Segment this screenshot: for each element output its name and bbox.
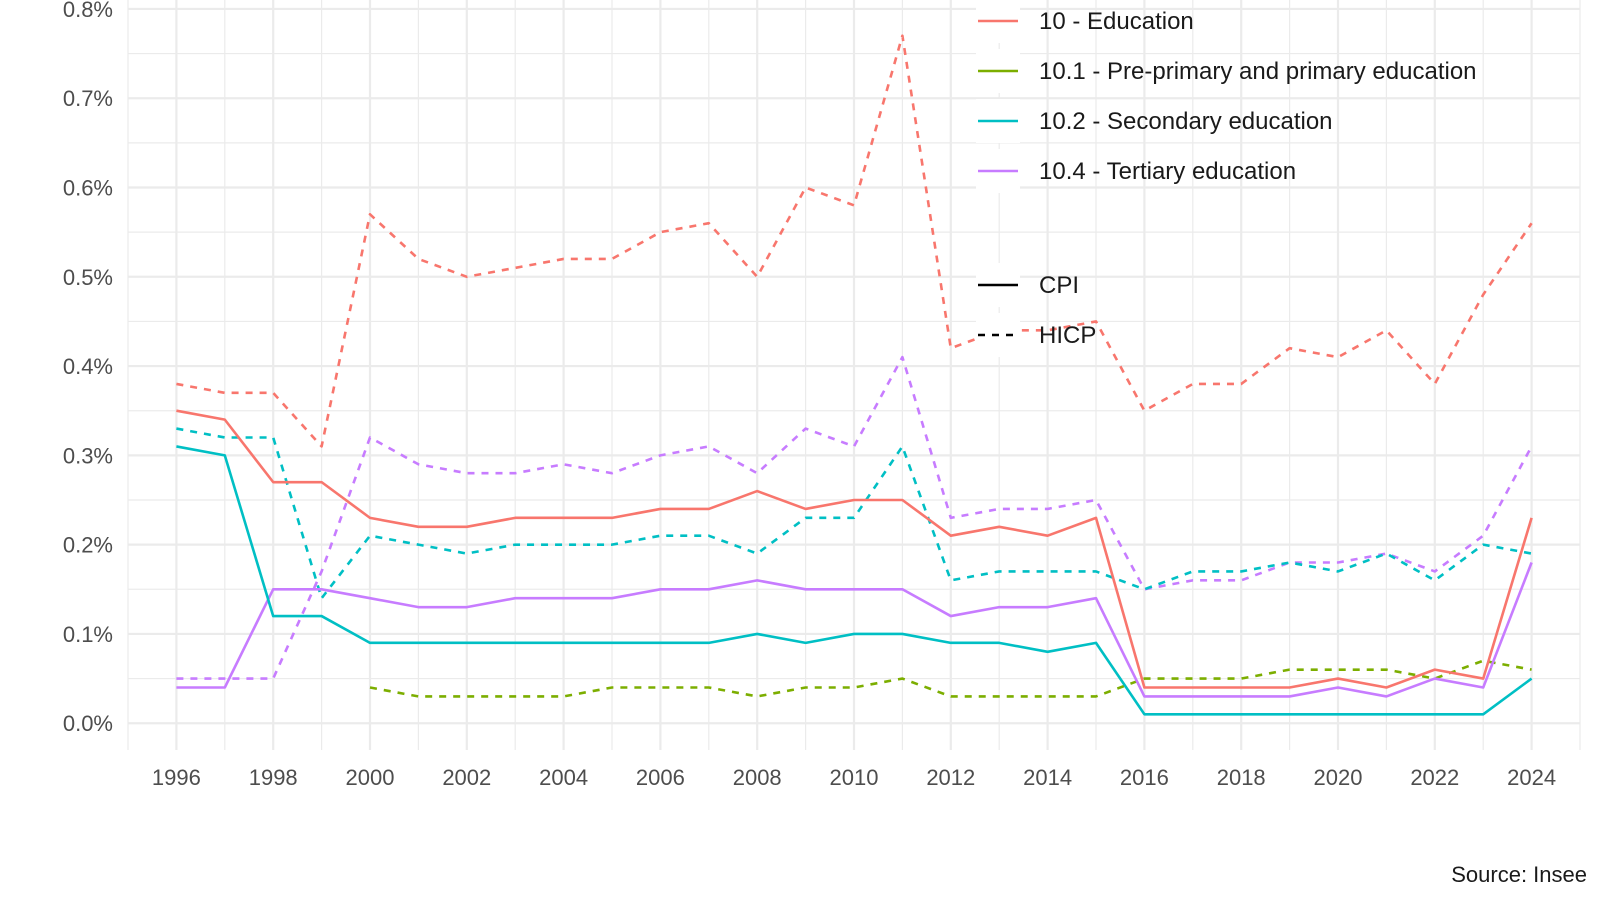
x-tick-label: 2010 <box>830 765 879 790</box>
y-tick-label: 0.0% <box>63 711 113 736</box>
y-tick-label: 0.3% <box>63 443 113 468</box>
x-tick-label: 2016 <box>1120 765 1169 790</box>
major-gridlines <box>128 0 1580 750</box>
series-line-tertiary-hicp <box>176 355 1533 680</box>
chart-caption: Source: Insee <box>1451 862 1587 887</box>
series-line-secondary-cpi <box>176 445 1533 716</box>
y-tick-label: 0.2% <box>63 533 113 558</box>
x-tick-label: 2018 <box>1217 765 1266 790</box>
x-tick-label: 2000 <box>346 765 395 790</box>
x-tick-label: 2002 <box>442 765 491 790</box>
x-axis: 1996 1998 2000 2002 2004 2006 2008 2010 2012 2014… <box>152 765 1556 790</box>
x-tick-label: 2012 <box>926 765 975 790</box>
x-tick-label: 1998 <box>249 765 298 790</box>
series-layer <box>176 34 1533 716</box>
series-line-secondary-hicp <box>176 427 1532 600</box>
y-tick-label: 0.7% <box>63 86 113 111</box>
x-tick-label: 1996 <box>152 765 201 790</box>
y-tick-label: 0.6% <box>63 176 113 201</box>
x-tick-label: 2014 <box>1023 765 1072 790</box>
legend-label-cpi: CPI <box>1039 272 1079 299</box>
series-line-education-hicp <box>176 34 1533 448</box>
legend-label-hicp: HICP <box>1039 322 1096 349</box>
y-tick-label: 0.8% <box>63 0 113 22</box>
y-tick-label: 0.4% <box>63 354 113 379</box>
y-axis: 0.0% 0.1% 0.2% 0.3% 0.4% 0.5% 0.6% 0.7% 0.8% <box>63 0 113 736</box>
series-line-education-cpi <box>176 409 1533 689</box>
x-tick-label: 2020 <box>1314 765 1363 790</box>
y-tick-label: 0.5% <box>63 265 113 290</box>
y-tick-label: 0.1% <box>63 622 113 647</box>
legend: 10 - Education 10.1 - Pre-primary and pri… <box>976 0 1477 357</box>
x-tick-label: 2008 <box>733 765 782 790</box>
x-tick-label: 2004 <box>539 765 588 790</box>
legend-label-tertiary: 10.4 - Tertiary education <box>1039 158 1296 185</box>
series-line-tertiary-cpi <box>176 562 1533 698</box>
x-tick-label: 2022 <box>1410 765 1459 790</box>
x-tick-label: 2024 <box>1507 765 1556 790</box>
series-line-pre_primary-hicp <box>369 659 1532 698</box>
x-tick-label: 2006 <box>636 765 685 790</box>
legend-label-secondary: 10.2 - Secondary education <box>1039 108 1333 135</box>
legend-label-education: 10 - Education <box>1039 8 1194 35</box>
legend-label-pre_primary: 10.1 - Pre-primary and primary education <box>1039 58 1477 85</box>
